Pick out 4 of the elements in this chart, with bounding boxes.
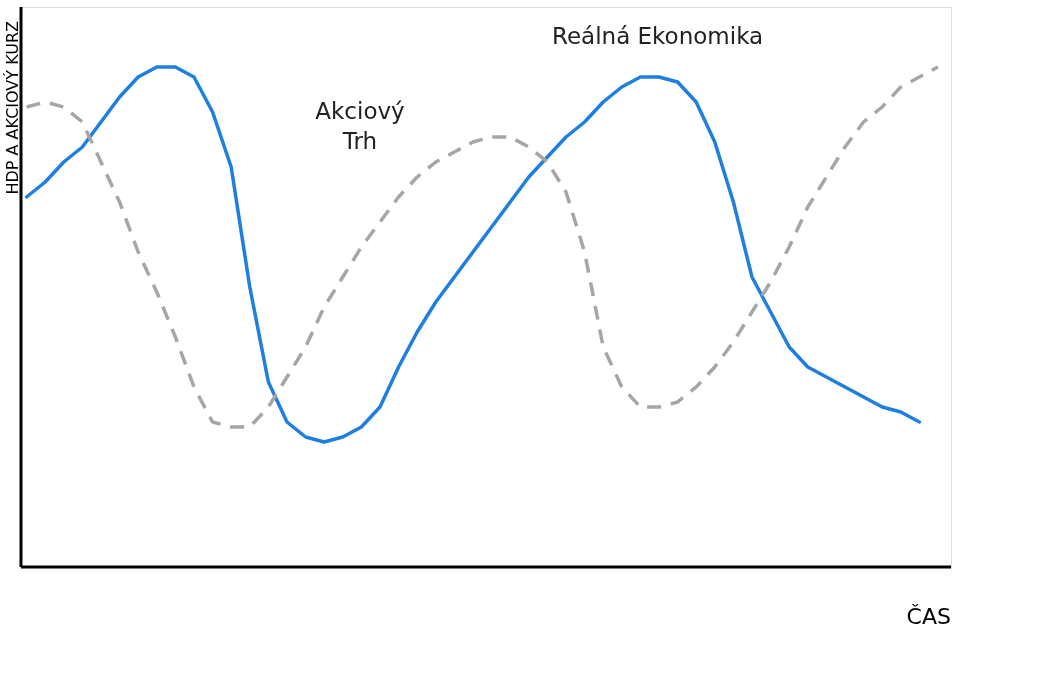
series-label: Akciový Trh [315, 98, 405, 154]
x-axis-title: ČAS [906, 604, 951, 629]
series-label: Reálná Ekonomika [552, 23, 764, 49]
y-axis-title: HDP A AKCIOVÝ KURZ [3, 20, 22, 195]
